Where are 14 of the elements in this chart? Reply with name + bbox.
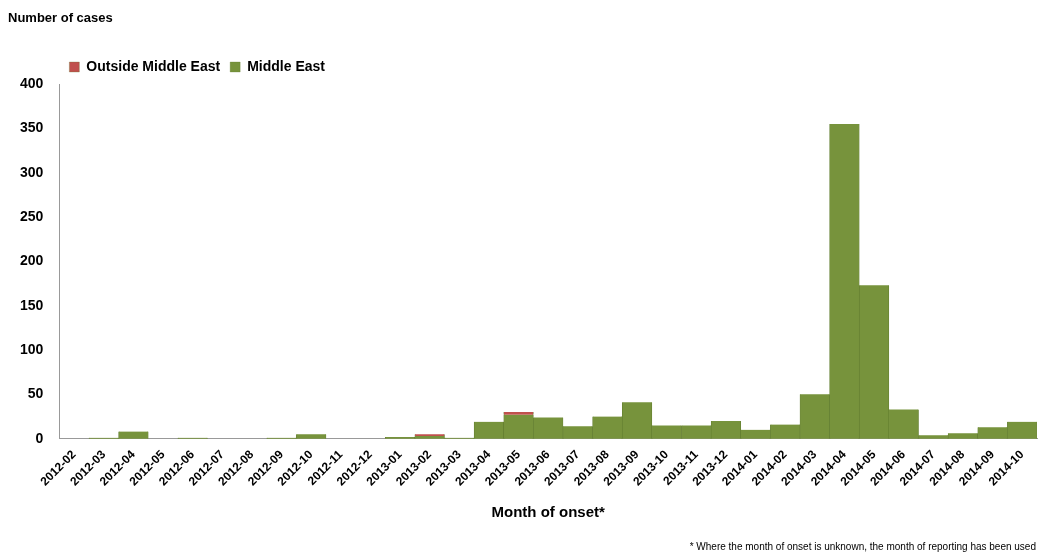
y-tick-label: 400 (20, 74, 44, 91)
legend-label: Outside Middle East (86, 57, 221, 74)
y-tick-label: 50 (27, 385, 44, 402)
y-tick-label: 150 (20, 296, 44, 313)
y-tick-label: 350 (20, 119, 44, 136)
y-tick-label: 250 (20, 207, 44, 224)
y-tick-label: 200 (20, 252, 44, 269)
y-tick-label: 0 (35, 429, 44, 446)
x-axis-title: Month of onset* (491, 503, 605, 521)
y-tick-label: 300 (20, 163, 44, 180)
y-axis-title: Number of cases (8, 10, 113, 26)
legend-label: Middle East (247, 57, 326, 74)
text: * Where the month of onset is unknown, the month of reporting has been used (689, 540, 1036, 552)
y-tick-label: 100 (20, 340, 44, 357)
